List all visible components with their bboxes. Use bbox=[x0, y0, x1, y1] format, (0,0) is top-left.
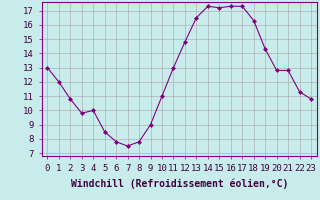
X-axis label: Windchill (Refroidissement éolien,°C): Windchill (Refroidissement éolien,°C) bbox=[70, 178, 288, 189]
